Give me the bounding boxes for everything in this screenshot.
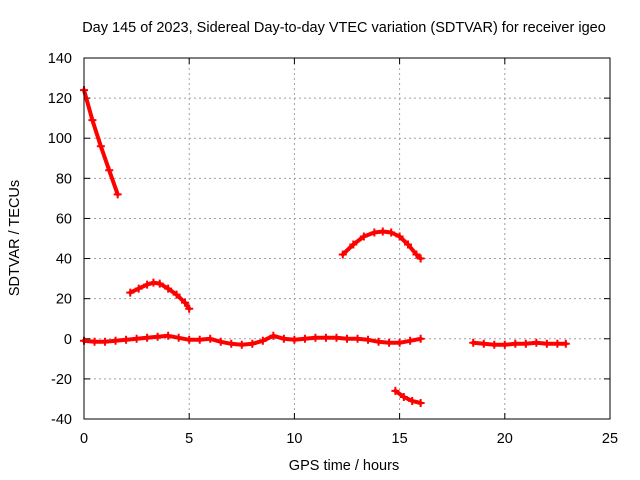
data-point (406, 336, 415, 345)
data-point (399, 392, 408, 401)
data-point (132, 334, 141, 343)
y-tick-label: -40 (51, 412, 72, 428)
data-point (206, 334, 215, 343)
data-point (479, 339, 488, 348)
data-point (378, 227, 387, 236)
data-point (311, 333, 320, 342)
data-point (88, 116, 97, 125)
series-seg-6 (471, 340, 568, 347)
data-point (338, 250, 347, 259)
data-point (237, 340, 246, 349)
data-point (143, 280, 152, 289)
data-point (279, 334, 288, 343)
data-point (185, 335, 194, 344)
data-point (185, 304, 194, 313)
x-tick-label: 25 (602, 431, 618, 447)
data-point (227, 339, 236, 348)
data-point (111, 336, 120, 345)
data-point (113, 190, 122, 199)
series-seg-4 (340, 229, 423, 261)
x-tick-label: 5 (185, 431, 193, 447)
data-point (149, 278, 158, 287)
chart-title: Day 145 of 2023, Sidereal Day-to-day VTE… (82, 20, 606, 36)
data-point (101, 337, 110, 346)
data-point (258, 336, 267, 345)
x-tick-label: 10 (286, 431, 302, 447)
data-point (490, 340, 499, 349)
data-point (561, 339, 570, 348)
data-point (96, 142, 105, 151)
data-point (248, 339, 257, 348)
data-point (122, 335, 131, 344)
data-point (126, 288, 135, 297)
data-point (172, 290, 181, 299)
plot-frame (83, 57, 611, 420)
data-point (153, 332, 162, 341)
data-point (521, 339, 530, 348)
data-point (532, 338, 541, 347)
data-point (269, 331, 278, 340)
axis-ticks: 0 5 10 15 20 25 -40 -20 0 20 40 60 80 100 120 140 (48, 51, 618, 447)
data-point (385, 338, 394, 347)
data-point (416, 334, 425, 343)
data-point (542, 339, 551, 348)
data-point (155, 279, 164, 288)
data-point (321, 333, 330, 342)
data-point (180, 298, 189, 307)
y-tick-label: 20 (56, 292, 72, 308)
data-point (195, 335, 204, 344)
data-point (300, 334, 309, 343)
y-tick-label: 80 (56, 171, 72, 187)
data-point (374, 337, 383, 346)
series-seg-5 (393, 388, 423, 405)
data-point (359, 232, 368, 241)
x-tick-label: 15 (392, 431, 408, 447)
data-point (408, 396, 417, 405)
data-point (164, 331, 173, 340)
data-point (500, 340, 509, 349)
data-point (387, 228, 396, 237)
y-tick-label: 40 (56, 252, 72, 268)
data-point (174, 333, 183, 342)
y-tick-label: 60 (56, 211, 72, 227)
data-point (395, 232, 404, 241)
data-point (370, 228, 379, 237)
y-tick-label: 100 (48, 131, 72, 147)
data-point (134, 284, 143, 293)
grid (84, 58, 610, 419)
data-point (416, 254, 425, 263)
data-point (290, 335, 299, 344)
data-point (90, 337, 99, 346)
data-point (164, 284, 173, 293)
data-point (553, 339, 562, 348)
series-layer (80, 86, 570, 407)
data-point (216, 337, 225, 346)
data-point (511, 339, 520, 348)
data-point (404, 240, 413, 249)
data-point (353, 334, 362, 343)
data-point (343, 334, 351, 343)
y-tick-label: 0 (64, 332, 72, 348)
data-point (105, 166, 114, 175)
data-point (364, 335, 373, 344)
data-point (349, 240, 358, 249)
x-tick-label: 0 (80, 431, 88, 447)
y-tick-label: -20 (51, 372, 72, 388)
y-tick-label: 120 (48, 91, 72, 107)
data-point (412, 250, 421, 259)
data-point (416, 398, 425, 407)
data-point (143, 333, 152, 342)
x-axis-label: GPS time / hours (289, 458, 399, 474)
x-tick-label: 20 (497, 431, 513, 447)
data-point (395, 338, 404, 347)
y-tick-label: 140 (48, 51, 72, 67)
data-point (332, 333, 341, 342)
data-point (469, 338, 478, 347)
data-point (391, 386, 400, 395)
y-axis-label: SDTVAR / TECUs (7, 180, 23, 296)
